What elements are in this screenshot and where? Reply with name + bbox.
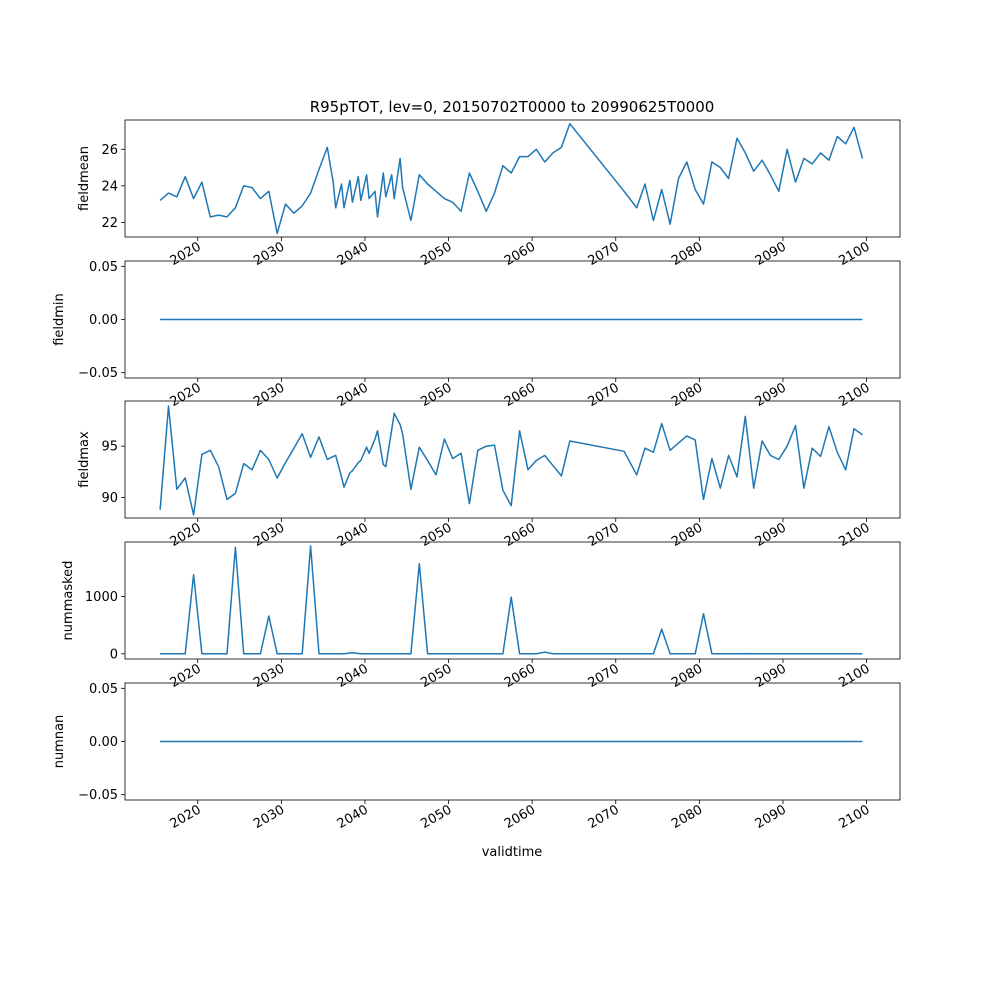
series-line-fieldmean — [159, 122, 864, 235]
x-tick-label: 2050 — [418, 520, 454, 550]
x-tick-label: 2040 — [335, 802, 371, 832]
y-axis-label-numnan: numnan — [52, 715, 67, 769]
axes-frame-fieldmin — [124, 260, 901, 379]
x-tick-label: 2070 — [586, 380, 622, 410]
y-tick-label-fieldmean: 26 — [101, 143, 118, 158]
panel-fieldmean: 22 24 26 2020 2030 2040 2050 2060 2070 2080 2090 21… — [77, 119, 901, 269]
y-tick-label-fieldmean: 24 — [101, 179, 118, 194]
panel-fieldmin: −0.05 0.00 0.05 2020 2030 2040 2050 2060 2070 208… — [52, 260, 901, 410]
x-tick-label: 2040 — [335, 239, 371, 269]
y-tick-label-fieldmax: 90 — [101, 491, 118, 506]
x-tick-label: 2030 — [251, 520, 287, 550]
x-tick-label: 2070 — [586, 661, 622, 691]
x-tick-label: 2060 — [502, 239, 538, 269]
x-tick-label: 2090 — [753, 239, 789, 269]
axes-frame-nummasked — [124, 541, 901, 660]
y-axis-label-nummasked: nummasked — [61, 561, 76, 641]
x-tick-label: 2090 — [753, 380, 789, 410]
x-tick-label: 2020 — [168, 802, 204, 832]
y-tick-label-numnan: 0.05 — [89, 682, 118, 697]
x-tick-label: 2100 — [836, 380, 872, 410]
x-tick-label: 2050 — [418, 802, 454, 832]
x-tick-label: 2080 — [669, 520, 705, 550]
x-tick-label: 2030 — [251, 802, 287, 832]
y-tick-label-fieldmin: 0.00 — [89, 313, 118, 328]
x-tick-label: 2090 — [753, 661, 789, 691]
x-tick-label: 2040 — [335, 661, 371, 691]
y-tick-label-numnan: 0.00 — [89, 735, 118, 750]
y-axis-label-fieldmax: fieldmax — [77, 431, 92, 488]
chart-title: R95pTOT, lev=0, 20150702T0000 to 2099062… — [310, 98, 715, 116]
y-tick-label-fieldmin: −0.05 — [78, 366, 118, 381]
x-tick-label: 2030 — [251, 661, 287, 691]
x-tick-label: 2050 — [418, 239, 454, 269]
x-tick-label: 2070 — [586, 520, 622, 550]
x-tick-label: 2040 — [335, 380, 371, 410]
x-tick-label: 2020 — [168, 239, 204, 269]
y-tick-label-numnan: −0.05 — [78, 788, 118, 803]
axes-frame-fieldmax — [124, 400, 901, 519]
x-tick-label: 2080 — [669, 802, 705, 832]
y-tick-label-fieldmean: 22 — [101, 216, 118, 231]
x-tick-label: 2100 — [836, 661, 872, 691]
panels-group: 22 24 26 2020 2030 2040 2050 2060 2070 2080 2090 21… — [52, 119, 901, 832]
x-tick-label: 2050 — [418, 661, 454, 691]
y-tick-label-fieldmax: 95 — [101, 440, 118, 455]
x-tick-label: 2060 — [502, 520, 538, 550]
series-line-nummasked — [160, 545, 863, 655]
y-axis-label-fieldmean: fieldmean — [77, 146, 92, 211]
axes-frame-fieldmean — [124, 119, 901, 238]
x-tick-label: 2100 — [836, 239, 872, 269]
x-tick-label: 2070 — [586, 239, 622, 269]
y-tick-label-fieldmin: 0.05 — [89, 260, 118, 275]
series-line-fieldmax — [159, 405, 863, 516]
x-tick-label: 2060 — [502, 802, 538, 832]
x-tick-label: 2020 — [168, 520, 204, 550]
x-tick-label: 2030 — [251, 380, 287, 410]
axes-frame-numnan — [124, 682, 901, 801]
panel-fieldmax: 90 95 2020 2030 2040 2050 2060 2070 2080 2090 2100… — [77, 400, 901, 550]
y-axis-label-fieldmin: fieldmin — [52, 293, 67, 346]
x-tick-label: 2080 — [669, 380, 705, 410]
x-tick-label: 2030 — [251, 239, 287, 269]
x-tick-label: 2070 — [586, 802, 622, 832]
x-tick-label: 2080 — [669, 661, 705, 691]
x-tick-label: 2040 — [335, 520, 371, 550]
panel-nummasked: 0 1000 2020 2030 2040 2050 2060 2070 2080 2090 210… — [61, 541, 901, 691]
x-tick-label: 2080 — [669, 239, 705, 269]
panel-numnan: −0.05 0.00 0.05 2020 2030 2040 2050 2060 2070 208… — [52, 682, 901, 832]
x-tick-label: 2060 — [502, 380, 538, 410]
y-tick-label-nummasked: 1000 — [85, 590, 118, 605]
x-tick-label: 2090 — [753, 802, 789, 832]
x-tick-label: 2020 — [168, 661, 204, 691]
x-axis-label: validtime — [482, 845, 543, 860]
x-tick-label: 2060 — [502, 661, 538, 691]
x-tick-label: 2090 — [753, 520, 789, 550]
x-tick-label: 2050 — [418, 380, 454, 410]
x-tick-label: 2020 — [168, 380, 204, 410]
x-tick-label: 2100 — [836, 802, 872, 832]
x-tick-label: 2100 — [836, 520, 872, 550]
y-tick-label-nummasked: 0 — [110, 647, 118, 662]
